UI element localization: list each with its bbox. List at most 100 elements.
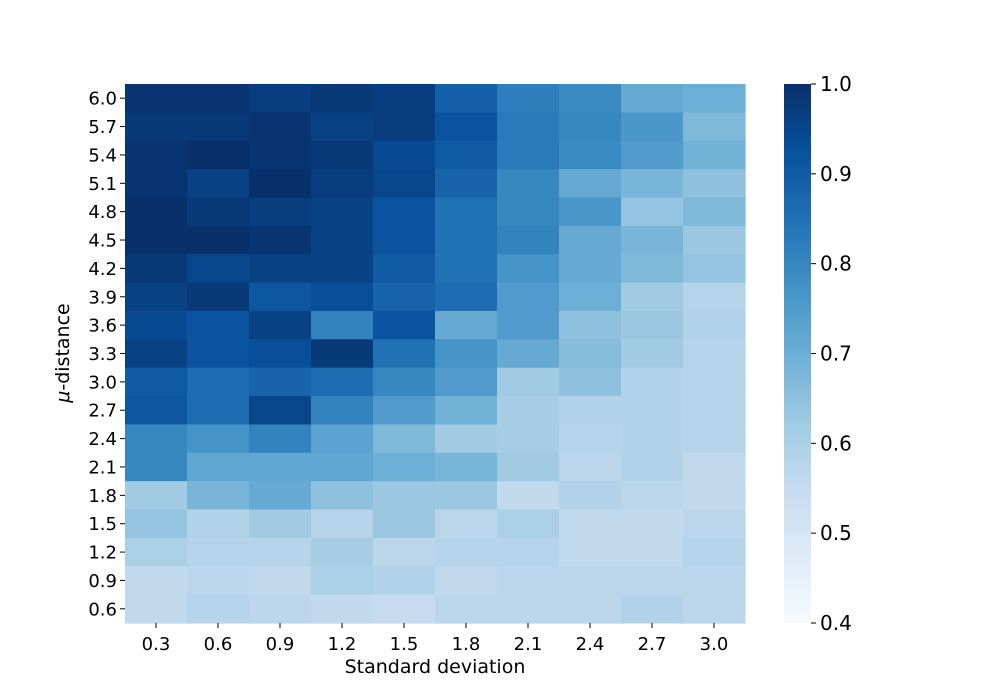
heatmap-cell — [249, 282, 312, 312]
heatmap-cell — [125, 254, 188, 284]
heatmap-cell — [559, 225, 622, 255]
y-tick-label: 3.3 — [88, 344, 117, 365]
heatmap-cell — [435, 310, 498, 340]
heatmap-cell — [559, 282, 622, 312]
heatmap-cell — [621, 594, 684, 624]
heatmap-cell — [373, 169, 436, 199]
heatmap-cell — [621, 396, 684, 426]
heatmap-cell — [249, 169, 312, 199]
heatmap-cell — [497, 396, 560, 426]
heatmap-cell — [125, 509, 188, 539]
heatmap-cell — [559, 197, 622, 227]
heatmap-cell — [559, 481, 622, 511]
y-tick-label: 3.0 — [88, 372, 117, 393]
heatmap-cell — [559, 140, 622, 170]
heatmap-cell — [249, 566, 312, 596]
heatmap-cell — [311, 566, 374, 596]
heatmap-cell — [497, 452, 560, 482]
heatmap-cell — [125, 140, 188, 170]
heatmap-cell — [311, 339, 374, 369]
heatmap-cell — [249, 481, 312, 511]
y-tick-label: 4.2 — [88, 259, 117, 280]
y-axis-label-symbol: μ — [52, 391, 74, 404]
heatmap-cell — [125, 339, 188, 369]
heatmap-cell — [311, 452, 374, 482]
heatmap-cell — [435, 197, 498, 227]
heatmap-cell — [311, 140, 374, 170]
heatmap-cell — [683, 396, 746, 426]
heatmap-cell — [187, 310, 250, 340]
heatmap-cell — [187, 537, 250, 567]
y-tick-label: 5.4 — [88, 145, 117, 166]
heatmap-cell — [683, 594, 746, 624]
colorbar-tick-label: 1.0 — [820, 72, 852, 96]
x-tick-label: 2.1 — [514, 634, 543, 655]
x-tick-label: 1.5 — [390, 634, 419, 655]
x-tick-label: 2.7 — [638, 634, 667, 655]
heatmap-cell — [373, 197, 436, 227]
heatmap-cell — [621, 509, 684, 539]
heatmap-cell — [249, 452, 312, 482]
heatmap-cell — [497, 481, 560, 511]
heatmap-cell — [373, 424, 436, 454]
heatmap-cell — [187, 452, 250, 482]
heatmap-cell — [559, 310, 622, 340]
heatmap-cell — [559, 169, 622, 199]
heatmap-cell — [621, 282, 684, 312]
colorbar-tick-label: 0.7 — [820, 342, 852, 366]
heatmap-cell — [311, 84, 374, 113]
heatmap-cell — [249, 396, 312, 426]
heatmap-cell — [373, 537, 436, 567]
heatmap-cell — [497, 254, 560, 284]
heatmap-cell — [435, 424, 498, 454]
heatmap-cell — [621, 84, 684, 113]
y-tick-label: 5.7 — [88, 117, 117, 138]
colorbar-tick-label: 0.6 — [820, 431, 852, 455]
heatmap-cell — [435, 282, 498, 312]
heatmap-cell — [683, 197, 746, 227]
heatmap-cell — [621, 197, 684, 227]
heatmap-cell — [373, 396, 436, 426]
heatmap-cell — [497, 537, 560, 567]
heatmap-cell — [187, 84, 250, 113]
heatmap-cell — [435, 481, 498, 511]
heatmap-cell — [187, 169, 250, 199]
heatmap-cell — [187, 509, 250, 539]
heatmap-cell — [683, 339, 746, 369]
heatmap-cell — [187, 282, 250, 312]
heatmap-cell — [559, 112, 622, 142]
heatmap-cell — [435, 84, 498, 113]
heatmap-cell — [125, 225, 188, 255]
heatmap-cell — [373, 310, 436, 340]
heatmap-cell — [621, 481, 684, 511]
heatmap-cell — [621, 424, 684, 454]
heatmap-cell — [125, 197, 188, 227]
heatmap-cell — [373, 509, 436, 539]
y-tick-label: 3.6 — [88, 316, 117, 337]
heatmap-cell — [621, 254, 684, 284]
heatmap-cell — [373, 452, 436, 482]
y-tick-label: 4.8 — [88, 202, 117, 223]
heatmap-cell — [621, 310, 684, 340]
heatmap-cell — [311, 197, 374, 227]
heatmap-cell — [311, 169, 374, 199]
heatmap-cell — [311, 537, 374, 567]
heatmap-cell — [187, 367, 250, 397]
heatmap-cell — [435, 112, 498, 142]
heatmap-cell — [559, 509, 622, 539]
heatmap-cell — [497, 140, 560, 170]
heatmap-cell — [435, 254, 498, 284]
heatmap-cell — [249, 112, 312, 142]
heatmap-cell — [125, 112, 188, 142]
heatmap-cell — [187, 396, 250, 426]
heatmap-cell — [497, 424, 560, 454]
heatmap-cell — [373, 339, 436, 369]
heatmap-cell — [125, 424, 188, 454]
heatmap-cell — [249, 140, 312, 170]
heatmap-cell — [435, 396, 498, 426]
heatmap-cell — [373, 566, 436, 596]
heatmap-cell — [435, 594, 498, 624]
heatmap-cell — [187, 112, 250, 142]
y-axis-label-text: -distance — [52, 303, 74, 390]
heatmap-cell — [373, 254, 436, 284]
